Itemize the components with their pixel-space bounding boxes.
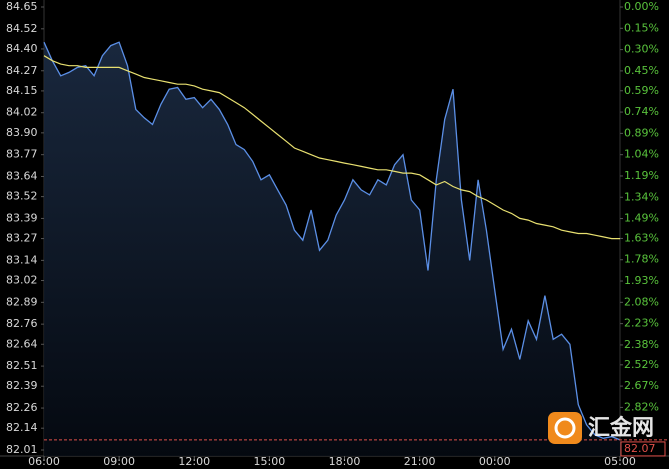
y-tick-label: 83.27	[6, 232, 38, 245]
y2-tick-label: 2.08%	[624, 295, 659, 308]
y2-tick-label: 2.38%	[624, 338, 659, 351]
x-tick-label: 09:00	[103, 455, 135, 468]
y-tick-label: 83.14	[6, 253, 38, 266]
y-tick-label: 84.27	[6, 64, 38, 77]
y-tick-label: 82.76	[6, 317, 38, 330]
y-tick-label: 84.40	[6, 42, 38, 55]
y2-tick-label: 0.45%	[624, 64, 659, 77]
y2-tick-label: 2.82%	[624, 400, 659, 413]
y2-tick-label: 1.04%	[624, 148, 659, 161]
last-price-box	[620, 441, 666, 457]
y2-tick-label: 0.30%	[624, 43, 659, 56]
y2-tick-label: 1.63%	[624, 231, 659, 244]
y-tick-label: 84.02	[6, 106, 38, 119]
y-tick-label: 83.39	[6, 211, 38, 224]
x-tick-label: 06:00	[28, 455, 60, 468]
watermark: 汇金网	[548, 412, 654, 444]
y-tick-label: 82.89	[6, 295, 38, 308]
y2-tick-label: 2.23%	[624, 317, 659, 330]
y2-tick-label: 0.00%	[624, 0, 659, 13]
y2-tick-label: 1.34%	[624, 190, 659, 203]
average-line	[43, 55, 620, 240]
area	[44, 42, 620, 456]
y-tick-label: 84.52	[6, 22, 38, 35]
y-tick-label: 82.01	[6, 443, 38, 456]
logo-ring	[554, 417, 576, 439]
y2-tick-label: 0.89%	[624, 126, 659, 139]
y-tick-label: 83.52	[6, 190, 38, 203]
y2-tick-label: 1.78%	[624, 253, 659, 266]
y2-tick-label: 0.74%	[624, 105, 659, 118]
logo-text: 汇金网	[588, 415, 654, 441]
y-tick-label: 83.64	[6, 169, 38, 182]
y2-tick-label: 2.67%	[624, 379, 659, 392]
logo-icon	[548, 412, 582, 444]
y-tick-label: 82.14	[6, 421, 38, 434]
y-tick-label: 82.51	[6, 359, 38, 372]
y-tick-label: 82.64	[6, 337, 38, 350]
y2-tick-label: 0.15%	[624, 21, 659, 34]
y2-tick-label: 1.19%	[624, 169, 659, 182]
y2-tick-label: 1.49%	[624, 212, 659, 225]
x-tick-label: 18:00	[329, 455, 361, 468]
y2-tick-label: 2.52%	[624, 358, 659, 371]
price-line	[43, 41, 621, 441]
x-tick-label: 12:00	[178, 455, 210, 468]
y-tick-label: 83.90	[6, 126, 38, 139]
y-tick-label: 84.15	[6, 84, 38, 97]
x-tick-label: 15:00	[254, 455, 286, 468]
y-tick-label: 84.65	[6, 0, 38, 13]
x-tick-label: 05:00	[604, 455, 636, 468]
y-tick-label: 83.77	[6, 148, 38, 161]
y-tick-label: 83.02	[6, 274, 38, 287]
y-tick-label: 82.39	[6, 379, 38, 392]
y-tick-label: 82.26	[6, 401, 38, 414]
x-tick-label: 00:00	[479, 455, 511, 468]
y2-tick-label: 0.59%	[624, 84, 659, 97]
y2-tick-label: 1.93%	[624, 274, 659, 287]
x-tick-label: 21:00	[404, 455, 436, 468]
last-price-label: 82.07	[624, 442, 656, 455]
